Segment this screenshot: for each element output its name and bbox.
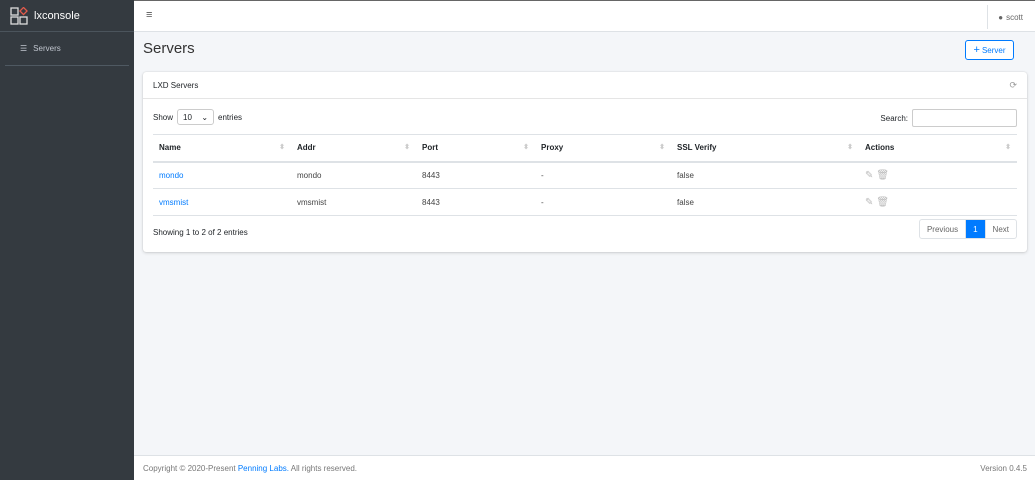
show-label: Show <box>153 112 174 122</box>
sidebar: lxconsole ☰ Servers <box>0 0 134 480</box>
server-link[interactable]: vmsmist <box>159 197 189 207</box>
table-row: mondo mondo 8443 - false ✎🗑 <box>153 161 1017 189</box>
user-icon: ● <box>998 12 1004 22</box>
sort-icon: ⬍ <box>279 144 285 152</box>
page-size-value: 10 <box>183 112 192 122</box>
brand[interactable]: lxconsole <box>0 0 134 32</box>
sort-icon: ⬍ <box>1005 144 1011 152</box>
servers-card: LXD Servers ⟳ Show 10 ⌄ entries Search: N… <box>143 72 1027 252</box>
refresh-icon[interactable]: ⟳ <box>1009 79 1017 90</box>
logo-icon <box>10 6 28 25</box>
chevron-down-icon: ⌄ <box>201 112 209 122</box>
table-row: vmsmist vmsmist 8443 - false ✎🗑 <box>153 188 1017 216</box>
ssl-verify-cell: false <box>671 161 859 189</box>
menu-toggle-icon[interactable]: ≡ <box>146 9 153 21</box>
table-info: Showing 1 to 2 of 2 entries <box>153 228 248 237</box>
server-link[interactable]: mondo <box>159 170 184 180</box>
sort-icon: ⬍ <box>847 144 853 152</box>
next-button[interactable]: Next <box>984 220 1016 238</box>
port-cell: 8443 <box>416 188 535 216</box>
sort-icon: ⬍ <box>659 144 665 152</box>
user-name: scott <box>1006 12 1023 22</box>
search-label: Search: <box>880 113 908 123</box>
column-header-name[interactable]: Name ⬍ <box>153 134 291 163</box>
add-server-button[interactable]: + Server <box>965 40 1014 60</box>
proxy-cell: - <box>535 188 671 216</box>
column-header-proxy[interactable]: Proxy ⬍ <box>535 134 671 163</box>
entries-label: entries <box>218 112 243 122</box>
footer: Copyright © 2020-Present Penning Labs. A… <box>134 455 1035 480</box>
previous-button[interactable]: Previous <box>926 224 959 234</box>
page-1-button[interactable]: 1 <box>965 220 985 238</box>
column-header-port[interactable]: Port ⬍ <box>416 134 535 163</box>
edit-icon[interactable]: ✎ <box>865 196 877 208</box>
sort-icon: ⬍ <box>523 144 529 152</box>
app-name: lxconsole <box>34 9 80 22</box>
trash-icon[interactable]: 🗑 <box>876 169 893 181</box>
sidebar-item-label: Servers <box>33 44 61 53</box>
plus-icon: + <box>973 44 980 56</box>
column-header-addr[interactable]: Addr ⬍ <box>291 134 416 163</box>
column-header-actions[interactable]: Actions ⬍ <box>859 134 1017 163</box>
company-link[interactable]: Penning Labs. <box>237 463 289 473</box>
addr-cell: vmsmist <box>291 188 416 216</box>
user-menu[interactable]: ● scott <box>987 5 1035 29</box>
server-icon: ☰ <box>20 44 28 53</box>
rights-text: All rights reserved. <box>290 463 358 473</box>
pagination: Previous 1 Next <box>918 219 1017 239</box>
sort-icon: ⬍ <box>404 144 410 152</box>
card-title: LXD Servers <box>153 80 199 90</box>
copyright-text: Copyright © 2020-Present <box>143 463 236 473</box>
sidebar-item-servers[interactable]: ☰ Servers <box>5 32 129 66</box>
trash-icon[interactable]: 🗑 <box>876 196 893 208</box>
topbar: ≡ ● scott <box>134 0 1035 32</box>
addr-cell: mondo <box>291 161 416 189</box>
add-server-label: Server <box>981 45 1006 55</box>
page-title: Servers <box>143 40 195 57</box>
version: Version 0.4.5 <box>980 463 1027 473</box>
page-size-select[interactable]: 10 ⌄ <box>177 109 215 125</box>
column-header-ssl-verify[interactable]: SSL Verify ⬍ <box>671 134 859 163</box>
search-input[interactable] <box>912 109 1017 127</box>
edit-icon[interactable]: ✎ <box>865 169 877 181</box>
proxy-cell: - <box>535 161 671 189</box>
ssl-verify-cell: false <box>671 188 859 216</box>
port-cell: 8443 <box>416 161 535 189</box>
servers-table: Name ⬍ Addr ⬍ Port ⬍ Proxy ⬍ SSL Verify ⬍ Act… <box>153 134 1017 216</box>
